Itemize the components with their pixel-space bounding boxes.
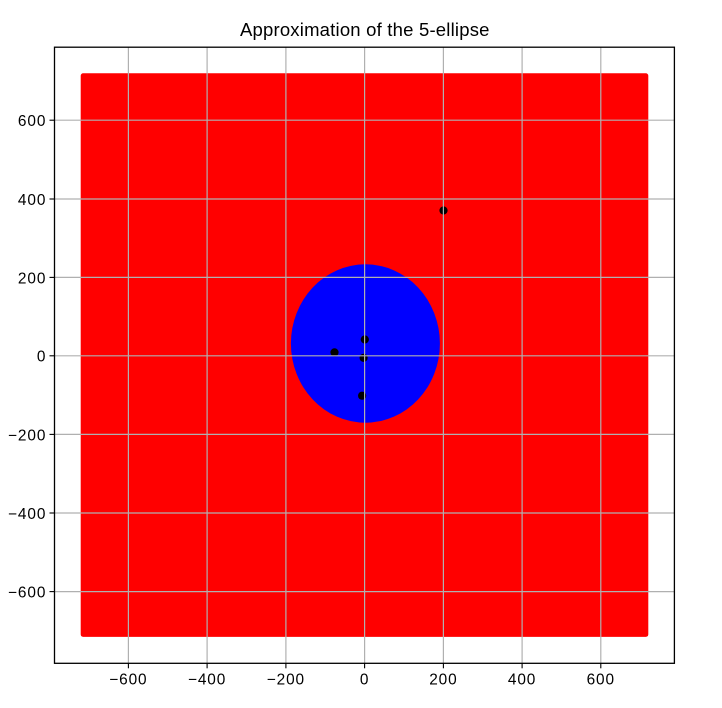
svg-text:400: 400 [508,671,536,688]
svg-text:Approximation of the 5-ellipse: Approximation of the 5-ellipse [240,19,490,40]
svg-text:−600: −600 [109,671,147,688]
svg-text:−200: −200 [267,671,305,688]
svg-text:0: 0 [360,671,369,688]
svg-text:−400: −400 [188,671,226,688]
svg-text:0: 0 [37,349,46,366]
svg-text:200: 200 [429,671,457,688]
svg-text:600: 600 [18,113,46,130]
svg-text:600: 600 [587,671,615,688]
svg-text:200: 200 [18,270,46,287]
svg-text:−400: −400 [8,506,46,523]
svg-text:−200: −200 [8,427,46,444]
svg-text:400: 400 [18,192,46,209]
svg-text:−600: −600 [8,585,46,602]
